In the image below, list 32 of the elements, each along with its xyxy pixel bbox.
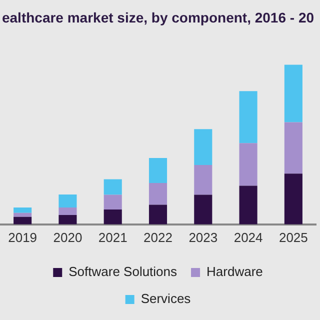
bar <box>239 186 258 224</box>
x-tick-label: 2023 <box>188 230 218 245</box>
x-tick-label: 2025 <box>278 230 308 245</box>
x-tick-label: 2021 <box>98 230 128 245</box>
bar <box>58 214 77 224</box>
legend-label: Hardware <box>206 264 263 280</box>
bar <box>58 207 77 215</box>
bar <box>104 194 122 210</box>
bar <box>14 207 32 213</box>
bar <box>284 122 302 174</box>
legend-label: Services <box>140 291 192 306</box>
bar <box>148 183 168 205</box>
bar <box>284 174 302 224</box>
bar <box>239 143 258 186</box>
bar <box>194 165 212 195</box>
bar <box>284 64 302 122</box>
bar <box>194 194 212 224</box>
bar <box>14 212 32 217</box>
x-tick-label: 2024 <box>234 230 263 245</box>
x-tick-label: 2019 <box>8 230 38 245</box>
x-tick-label: 2020 <box>53 230 82 245</box>
bar <box>239 91 258 144</box>
bar <box>104 210 122 224</box>
bar <box>148 158 168 184</box>
bar <box>104 179 122 195</box>
legend-label: Software Solutions <box>68 264 178 280</box>
bar <box>148 204 168 224</box>
chart-title: ealthcare market size, by component, 2016 - 20 <box>2 9 314 26</box>
bar <box>194 129 212 166</box>
bar <box>14 216 32 224</box>
x-tick-label: 2022 <box>144 230 172 245</box>
bar <box>58 194 77 208</box>
